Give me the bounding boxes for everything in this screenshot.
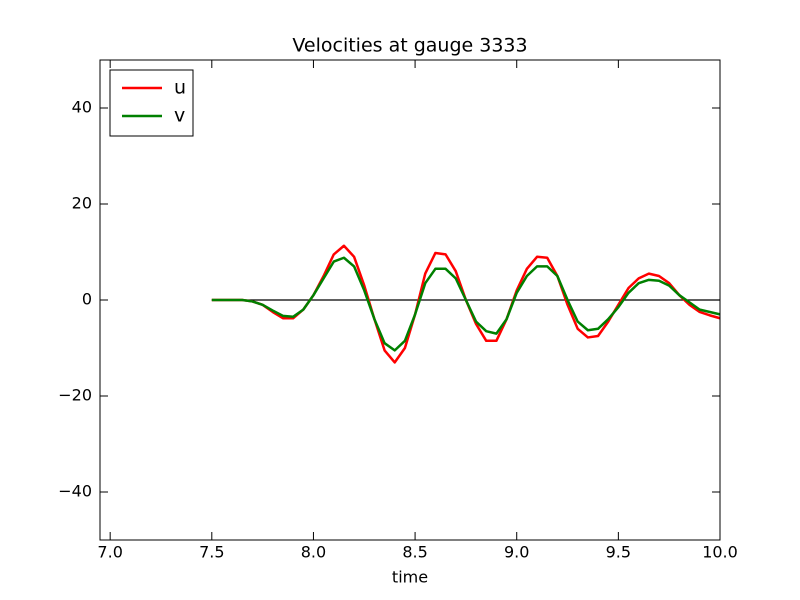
x-tick-label: 8.0 — [301, 543, 326, 562]
y-tick-label: 40 — [72, 98, 92, 117]
x-tick-label: 9.5 — [606, 543, 631, 562]
x-tick-label: 7.5 — [199, 543, 224, 562]
chart-title: Velocities at gauge 3333 — [292, 35, 527, 57]
legend-label: v — [174, 105, 185, 127]
y-tick-label: −20 — [58, 386, 92, 405]
x-tick-label: 7.0 — [97, 543, 122, 562]
x-tick-label: 10.0 — [702, 543, 738, 562]
series-line — [211, 256, 721, 352]
x-tick-label: 8.5 — [402, 543, 427, 562]
x-tick-label: 9.0 — [504, 543, 529, 562]
legend-box — [109, 69, 194, 137]
x-axis-label: time — [392, 568, 428, 587]
y-tick-label: 20 — [72, 194, 92, 213]
legend-label: u — [174, 77, 186, 99]
y-tick-label: −40 — [58, 482, 92, 501]
y-tick-label: 0 — [82, 290, 92, 309]
